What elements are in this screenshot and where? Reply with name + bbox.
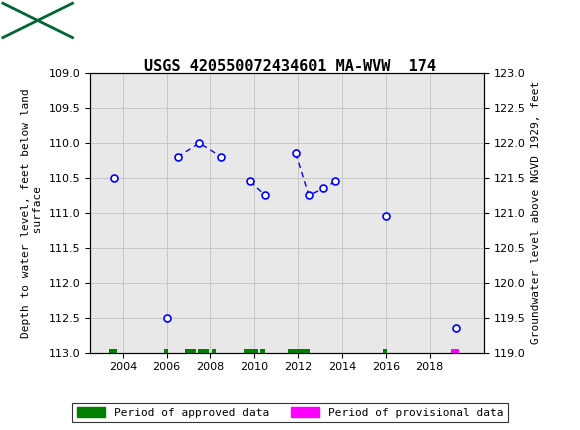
- FancyBboxPatch shape: [198, 349, 209, 353]
- FancyBboxPatch shape: [288, 349, 310, 353]
- Y-axis label: Depth to water level, feet below land
 surface: Depth to water level, feet below land su…: [21, 88, 43, 338]
- FancyBboxPatch shape: [212, 349, 216, 353]
- FancyBboxPatch shape: [451, 349, 459, 353]
- FancyBboxPatch shape: [244, 349, 258, 353]
- FancyBboxPatch shape: [185, 349, 196, 353]
- Text: USGS: USGS: [84, 12, 135, 29]
- Text: USGS 420550072434601 MA-WVW  174: USGS 420550072434601 MA-WVW 174: [144, 59, 436, 74]
- FancyBboxPatch shape: [108, 349, 117, 353]
- Legend: Period of approved data, Period of provisional data: Period of approved data, Period of provi…: [72, 403, 508, 422]
- FancyBboxPatch shape: [383, 349, 387, 353]
- Y-axis label: Groundwater level above NGVD 1929, feet: Groundwater level above NGVD 1929, feet: [531, 81, 542, 344]
- FancyBboxPatch shape: [260, 349, 264, 353]
- FancyBboxPatch shape: [164, 349, 168, 353]
